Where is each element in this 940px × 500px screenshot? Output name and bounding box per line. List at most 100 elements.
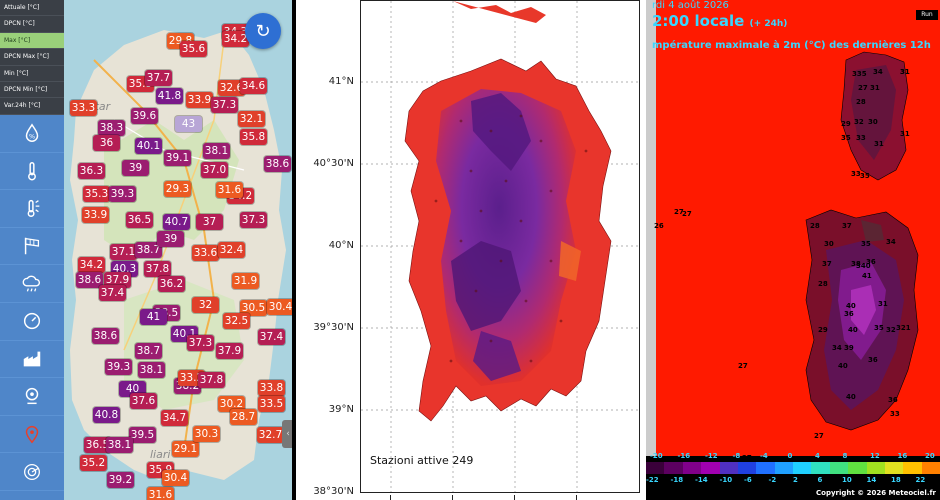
- temperature-marker[interactable]: 37.0: [201, 162, 228, 178]
- radar-icon[interactable]: [0, 453, 64, 491]
- temperature-marker[interactable]: 31.6: [216, 182, 243, 198]
- temperature-marker[interactable]: 33.9: [82, 207, 109, 223]
- temperature-marker[interactable]: 41.8: [156, 88, 183, 104]
- forecast-value: 31: [900, 130, 910, 138]
- temperature-marker[interactable]: 38.6: [92, 328, 119, 344]
- humidity-icon[interactable]: %: [0, 115, 64, 153]
- run-badge[interactable]: Run: [916, 10, 938, 20]
- temperature-marker[interactable]: 39: [157, 231, 184, 247]
- temperature-marker[interactable]: 30.2: [218, 396, 245, 412]
- temperature-marker[interactable]: 40.8: [93, 407, 120, 423]
- station-map-panel[interactable]: Attuale [°C] DPCN [°C] Max [°C] DPCN Max…: [0, 0, 292, 500]
- temperature-marker[interactable]: 35.8: [240, 129, 267, 145]
- temperature-marker[interactable]: 39: [122, 160, 149, 176]
- temperature-marker[interactable]: 34.2: [78, 257, 105, 273]
- temperature-marker[interactable]: 35.2: [80, 455, 107, 471]
- temperature-marker[interactable]: 38.7: [135, 343, 162, 359]
- sun-thermometer-icon[interactable]: [0, 190, 64, 228]
- temperature-marker[interactable]: 32.5: [223, 313, 250, 329]
- temperature-marker[interactable]: 33.3: [70, 100, 97, 116]
- rain-cloud-icon[interactable]: [0, 265, 64, 303]
- temperature-marker[interactable]: 37.3: [187, 335, 214, 351]
- industry-icon[interactable]: [0, 341, 64, 379]
- temperature-marker[interactable]: 36.5: [126, 212, 153, 228]
- temperature-marker[interactable]: 39.3: [109, 186, 136, 202]
- temperature-marker[interactable]: 32: [192, 297, 219, 313]
- webcam-icon[interactable]: [0, 378, 64, 416]
- temperature-marker[interactable]: 38.6: [264, 156, 291, 172]
- temperature-marker[interactable]: 33.9: [186, 92, 213, 108]
- thermometer-icon[interactable]: [0, 153, 64, 191]
- panel-collapse-handle[interactable]: ‹: [282, 420, 292, 448]
- temperature-marker[interactable]: 33.5: [258, 396, 285, 412]
- temperature-marker[interactable]: 39.2: [107, 472, 134, 488]
- temperature-marker[interactable]: 35.3: [83, 186, 110, 202]
- forecast-value: 31: [870, 84, 880, 92]
- temperature-marker[interactable]: 37.9: [104, 272, 131, 288]
- temperature-marker[interactable]: 37.4: [99, 285, 126, 301]
- temperature-marker[interactable]: 30.4: [162, 470, 189, 486]
- temperature-marker[interactable]: 38.7: [135, 242, 162, 258]
- legend-tick-label: -2: [768, 476, 777, 484]
- temperature-marker[interactable]: 33.8: [258, 380, 285, 396]
- temperature-marker[interactable]: 37.6: [130, 393, 157, 409]
- temperature-marker[interactable]: 33.6: [192, 245, 219, 261]
- menu-item-dpcn-max[interactable]: DPCN Max [°C]: [0, 49, 64, 66]
- wind-flag-icon[interactable]: [0, 228, 64, 266]
- temperature-marker[interactable]: 37.4: [258, 329, 285, 345]
- temperature-marker[interactable]: 39.3: [105, 359, 132, 375]
- menu-item-var24h[interactable]: Var.24h [°C]: [0, 98, 64, 115]
- temperature-marker[interactable]: 34.2: [222, 31, 249, 47]
- temperature-marker[interactable]: 37.8: [144, 261, 171, 277]
- temperature-marker[interactable]: 37.7: [145, 70, 172, 86]
- temperature-marker[interactable]: 37.9: [216, 343, 243, 359]
- temperature-marker[interactable]: 30.4: [267, 299, 292, 315]
- temperature-marker[interactable]: 36.3: [78, 163, 105, 179]
- temperature-marker[interactable]: 40.7: [163, 214, 190, 230]
- temperature-marker[interactable]: 32.4: [218, 242, 245, 258]
- temperature-marker[interactable]: 38.1: [138, 362, 165, 378]
- menu-item-min[interactable]: Min [°C]: [0, 66, 64, 82]
- temperature-marker[interactable]: 37.3: [211, 97, 238, 113]
- temperature-marker[interactable]: 36.5: [84, 437, 111, 453]
- temperature-marker[interactable]: 40.1: [135, 138, 162, 154]
- temperature-marker[interactable]: 36: [93, 135, 120, 151]
- temperature-marker[interactable]: 34.7: [161, 410, 188, 426]
- temperature-marker[interactable]: 36.2: [158, 276, 185, 292]
- temperature-marker[interactable]: 39.1: [164, 150, 191, 166]
- refresh-button[interactable]: ↻: [245, 13, 281, 49]
- temperature-marker[interactable]: 38.6: [76, 272, 103, 288]
- temperature-marker[interactable]: 38.3: [98, 120, 125, 136]
- forecast-value: 35: [860, 172, 870, 180]
- temperature-marker[interactable]: 35.6: [180, 41, 207, 57]
- temperature-marker[interactable]: 37.8: [198, 372, 225, 388]
- menu-item-max[interactable]: Max [°C]: [0, 32, 64, 50]
- temperature-marker[interactable]: 39.5: [129, 427, 156, 443]
- temperature-marker[interactable]: 30.3: [193, 426, 220, 442]
- temperature-marker[interactable]: 29.3: [164, 181, 191, 197]
- temperature-marker[interactable]: 28.7: [230, 409, 257, 425]
- menu-item-dpcn-min[interactable]: DPCN Min [°C]: [0, 82, 64, 99]
- temperature-marker[interactable]: 29.1: [172, 441, 199, 457]
- location-pin-icon[interactable]: [0, 416, 64, 454]
- temperature-marker[interactable]: 38.1: [203, 143, 230, 159]
- temperature-marker[interactable]: 31.9: [232, 273, 259, 289]
- temperature-marker[interactable]: 39.6: [131, 108, 158, 124]
- menu-item-dpcn[interactable]: DPCN [°C]: [0, 16, 64, 33]
- temperature-marker[interactable]: 38.1: [106, 437, 133, 453]
- temperature-marker[interactable]: 37: [196, 214, 223, 230]
- forecast-value: 27: [674, 208, 684, 216]
- legend-tick-label: 2: [793, 476, 798, 484]
- temperature-marker[interactable]: 32.6: [218, 80, 245, 96]
- temperature-marker[interactable]: 32.1: [238, 111, 265, 127]
- menu-item-attuale[interactable]: Attuale [°C]: [0, 0, 64, 17]
- temperature-marker[interactable]: 37.3: [240, 212, 267, 228]
- temperature-marker[interactable]: 32.7: [257, 427, 284, 443]
- temperature-marker[interactable]: 41: [140, 309, 167, 325]
- temperature-marker[interactable]: 31.6: [147, 487, 174, 500]
- temperature-marker[interactable]: 34.6: [240, 78, 267, 94]
- temperature-marker[interactable]: 43: [175, 116, 202, 132]
- temperature-marker[interactable]: 37.1: [110, 244, 137, 260]
- temperature-marker[interactable]: 30.5: [240, 300, 267, 316]
- pressure-gauge-icon[interactable]: [0, 303, 64, 341]
